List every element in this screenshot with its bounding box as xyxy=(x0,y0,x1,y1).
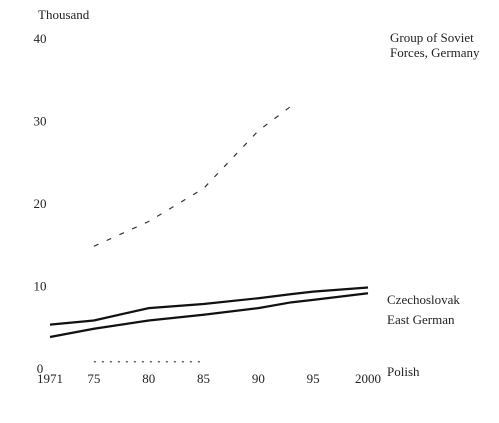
y-tick-label: 20 xyxy=(34,196,47,211)
x-tick-label: 85 xyxy=(197,371,210,386)
series-label: Czechoslovak xyxy=(387,292,460,307)
series-label: Polish xyxy=(387,364,420,379)
series-line xyxy=(93,105,292,247)
y-axis-label: Thousand xyxy=(38,7,90,22)
series-line xyxy=(49,286,369,326)
x-tick-label: 80 xyxy=(142,371,155,386)
y-tick-label: 0 xyxy=(37,361,44,376)
x-tick-label: 1971 xyxy=(37,371,63,386)
series-line xyxy=(49,292,369,339)
y-tick-label: 40 xyxy=(34,31,47,46)
x-tick-label: 95 xyxy=(307,371,320,386)
y-tick-label: 30 xyxy=(34,113,47,128)
x-tick-label: 90 xyxy=(252,371,265,386)
y-tick-label: 10 xyxy=(34,278,47,293)
x-tick-label: 2000 xyxy=(355,371,381,386)
series-label: Group of Soviet Forces, Germany xyxy=(390,30,480,60)
series-label: East German xyxy=(387,312,455,327)
x-tick-label: 75 xyxy=(87,371,100,386)
